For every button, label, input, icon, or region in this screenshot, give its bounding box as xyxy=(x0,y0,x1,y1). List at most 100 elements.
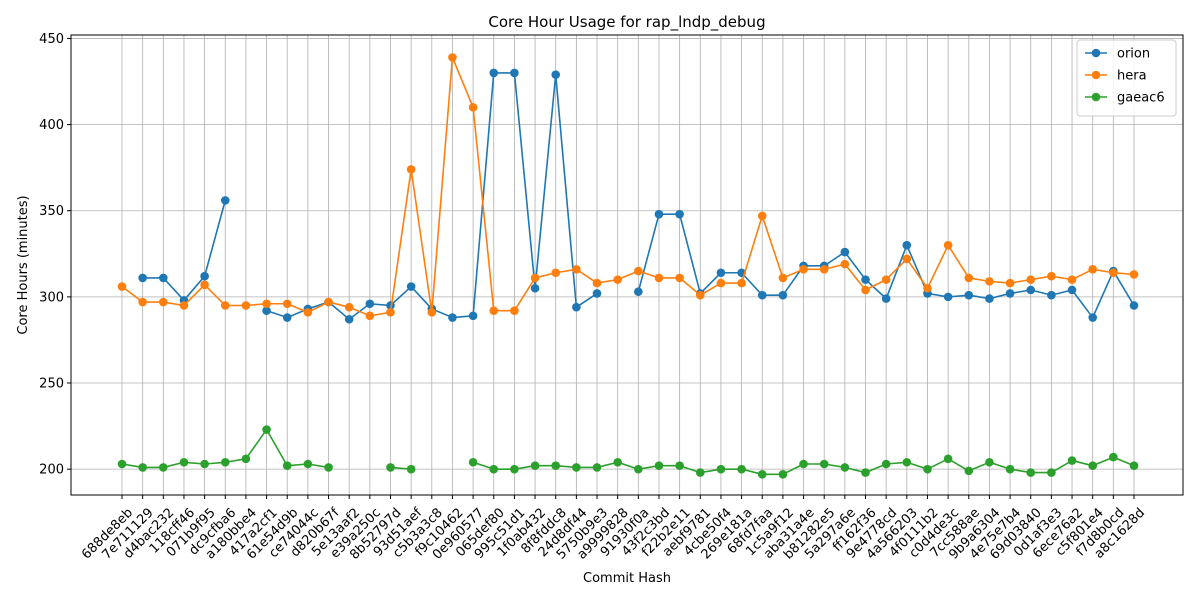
data-point-gaeac6 xyxy=(819,459,829,469)
data-point-hera xyxy=(695,290,705,300)
data-point-orion xyxy=(654,209,664,219)
legend-item-gaeac6: gaeac6 xyxy=(1085,91,1165,106)
data-point-gaeac6 xyxy=(1109,452,1118,462)
data-point-hera xyxy=(1109,268,1118,278)
data-point-orion xyxy=(840,247,850,257)
data-point-gaeac6 xyxy=(200,459,209,469)
data-point-hera xyxy=(138,297,147,307)
data-point-orion xyxy=(262,306,271,315)
data-point-hera xyxy=(985,277,994,286)
y-axis: 200 250 300 350 400 450 xyxy=(39,32,71,478)
data-point-orion xyxy=(1067,285,1077,295)
data-point-gaeac6 xyxy=(489,464,499,474)
legend-label: hera xyxy=(1117,69,1147,84)
data-point-hera xyxy=(324,297,333,307)
data-point-gaeac6 xyxy=(530,461,540,471)
data-point-orion xyxy=(406,282,416,291)
data-point-gaeac6 xyxy=(179,457,189,467)
data-point-orion xyxy=(592,289,602,298)
data-point-hera xyxy=(241,301,251,310)
data-point-gaeac6 xyxy=(220,457,230,467)
data-point-gaeac6 xyxy=(1005,464,1015,474)
data-point-gaeac6 xyxy=(262,425,271,434)
data-point-hera xyxy=(1047,271,1056,281)
data-point-orion xyxy=(159,273,168,283)
series-hera xyxy=(117,53,1139,321)
data-point-orion xyxy=(282,313,292,322)
data-point-gaeac6 xyxy=(303,459,313,469)
data-point-gaeac6 xyxy=(1129,461,1139,471)
data-point-gaeac6 xyxy=(551,461,561,471)
data-point-gaeac6 xyxy=(1047,468,1056,477)
data-point-hera xyxy=(799,265,808,274)
data-point-orion xyxy=(365,299,375,309)
data-point-hera xyxy=(448,53,457,62)
data-point-hera xyxy=(510,306,519,315)
data-point-hera xyxy=(220,301,230,310)
data-point-gaeac6 xyxy=(572,463,581,472)
data-point-orion xyxy=(985,294,994,303)
data-point-hera xyxy=(1026,275,1036,284)
data-point-gaeac6 xyxy=(654,461,664,471)
data-point-orion xyxy=(1129,301,1139,310)
grid-lines xyxy=(71,35,1183,495)
data-point-hera xyxy=(551,268,561,278)
legend-item-hera: hera xyxy=(1085,69,1147,84)
legend-item-orion: orion xyxy=(1085,47,1150,62)
data-point-orion xyxy=(861,275,870,284)
data-point-hera xyxy=(200,280,209,290)
data-point-gaeac6 xyxy=(964,466,974,476)
data-point-gaeac6 xyxy=(468,457,478,467)
data-point-gaeac6 xyxy=(159,463,168,472)
data-point-gaeac6 xyxy=(695,468,705,477)
data-point-hera xyxy=(716,278,726,288)
legend-label: orion xyxy=(1117,47,1150,62)
data-point-orion xyxy=(1088,313,1097,322)
y-tick-label: 250 xyxy=(39,377,64,392)
data-point-orion xyxy=(489,68,499,78)
x-axis-title: Commit Hash xyxy=(583,571,671,586)
data-point-orion xyxy=(1047,290,1056,300)
data-point-gaeac6 xyxy=(613,457,622,467)
data-point-gaeac6 xyxy=(943,454,953,464)
data-point-hera xyxy=(530,273,540,283)
data-point-orion xyxy=(675,209,684,219)
data-point-orion xyxy=(757,290,767,300)
data-point-gaeac6 xyxy=(737,464,746,474)
legend-marker xyxy=(1091,70,1101,80)
series-gaeac6 xyxy=(117,425,1139,479)
data-point-hera xyxy=(943,240,953,250)
data-point-gaeac6 xyxy=(757,470,767,479)
data-point-orion xyxy=(572,302,581,312)
data-point-hera xyxy=(489,306,499,315)
legend: orion hera gaeac6 xyxy=(1076,39,1177,117)
data-point-gaeac6 xyxy=(592,463,602,472)
data-point-orion xyxy=(1005,289,1015,298)
data-point-orion xyxy=(220,196,230,205)
y-axis-title: Core Hours (minutes) xyxy=(16,195,31,334)
data-point-gaeac6 xyxy=(985,457,994,467)
data-point-orion xyxy=(200,271,209,281)
y-tick-label: 200 xyxy=(39,463,64,478)
data-point-orion xyxy=(716,268,726,278)
data-point-gaeac6 xyxy=(1067,456,1077,465)
data-point-gaeac6 xyxy=(386,463,395,472)
data-point-gaeac6 xyxy=(675,461,684,471)
data-point-orion xyxy=(943,292,953,302)
data-point-gaeac6 xyxy=(778,470,788,479)
data-point-orion xyxy=(386,301,395,310)
data-point-orion xyxy=(964,290,974,300)
data-point-hera xyxy=(117,282,127,291)
data-point-hera xyxy=(386,308,395,317)
data-point-hera xyxy=(964,273,974,283)
data-point-hera xyxy=(1129,270,1139,279)
data-point-gaeac6 xyxy=(923,464,932,474)
data-point-orion xyxy=(902,240,912,250)
data-point-gaeac6 xyxy=(241,454,251,464)
data-point-hera xyxy=(778,273,788,283)
data-point-orion xyxy=(634,287,643,297)
y-tick-label: 350 xyxy=(39,204,64,219)
data-point-hera xyxy=(468,103,478,112)
